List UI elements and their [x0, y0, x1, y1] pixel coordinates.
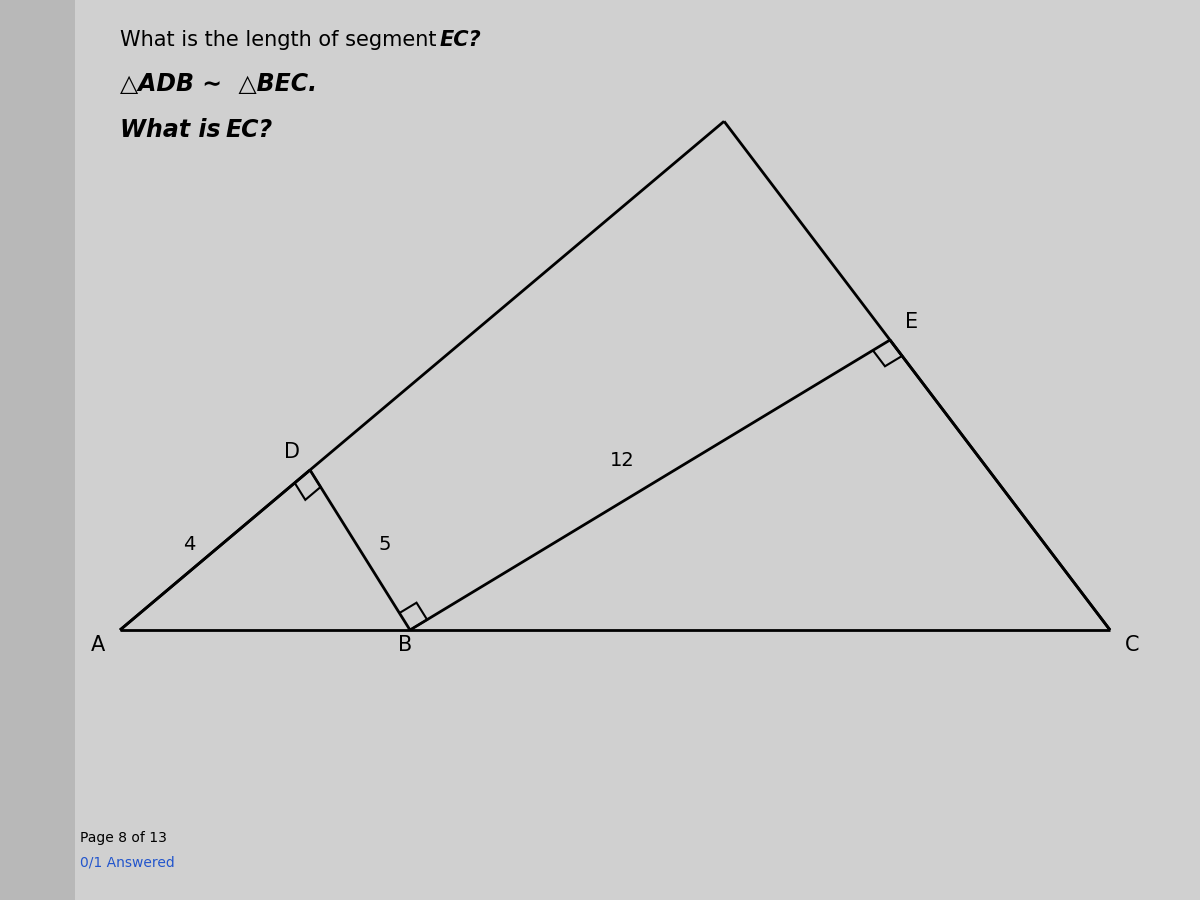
Text: E: E: [905, 312, 918, 332]
Text: A: A: [91, 635, 106, 655]
Text: 4: 4: [182, 536, 194, 554]
Text: EC?: EC?: [440, 30, 481, 50]
Text: 5: 5: [378, 536, 390, 554]
Text: 0/1 Answered: 0/1 Answered: [80, 856, 175, 870]
Bar: [0, 0, 74, 900]
Text: B: B: [398, 635, 412, 655]
Text: What is the length of segment: What is the length of segment: [120, 30, 443, 50]
Text: EC?: EC?: [226, 118, 272, 142]
Text: Page 8 of 13: Page 8 of 13: [80, 831, 167, 845]
Text: 12: 12: [611, 451, 635, 470]
Text: D: D: [284, 442, 300, 462]
Text: C: C: [1126, 635, 1140, 655]
Text: What is: What is: [120, 118, 229, 142]
Text: △ADB ∼  △BEC.: △ADB ∼ △BEC.: [120, 72, 317, 96]
